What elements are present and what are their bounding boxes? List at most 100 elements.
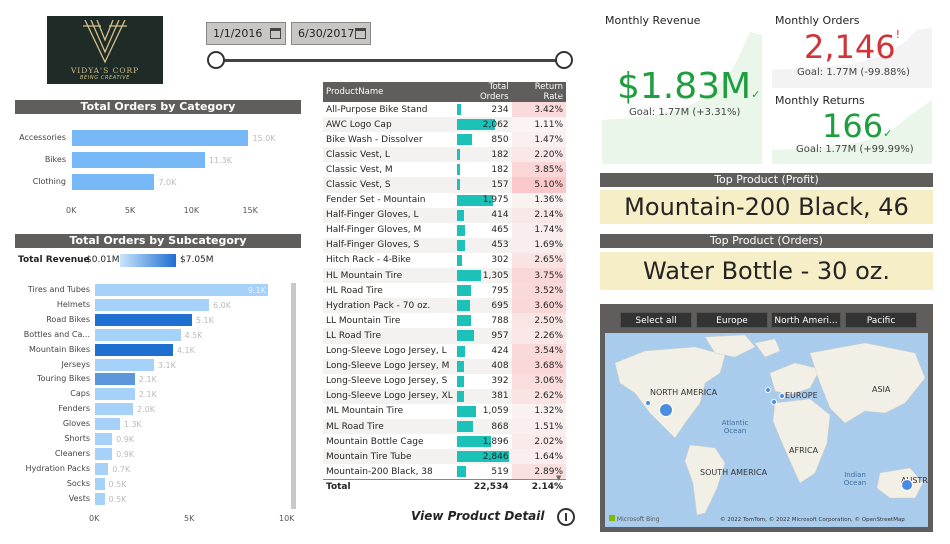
map-button-north-america[interactable]: North Ameri...	[771, 312, 841, 328]
subcategory-bar[interactable]	[95, 373, 135, 386]
subcategory-bar[interactable]	[95, 462, 109, 475]
returns-trend-area	[772, 100, 932, 164]
table-row[interactable]: Long-Sleeve Logo Jersey, XL 381 2.62%	[323, 388, 566, 404]
category-bar[interactable]	[72, 174, 155, 190]
date-range-slider[interactable]	[216, 59, 564, 62]
map-bubble-na-west[interactable]	[645, 400, 651, 406]
pause-icon[interactable]	[557, 508, 575, 526]
total-orders-cell: 850	[456, 132, 512, 147]
legend-max: $7.05M	[180, 255, 214, 265]
map-button-europe[interactable]: Europe	[696, 312, 768, 328]
subcategory-bar-value: 4.1K	[176, 345, 195, 355]
table-row[interactable]: Long-Sleeve Logo Jersey, S 392 3.06%	[323, 373, 566, 389]
map-bubble-north-america-large[interactable]	[659, 403, 673, 417]
subcategory-bar[interactable]	[95, 313, 192, 326]
subcategory-bar[interactable]	[95, 492, 105, 505]
table-row[interactable]: Half-Finger Gloves, S 453 1.69%	[323, 237, 566, 253]
subcategory-bar[interactable]	[95, 388, 135, 401]
scrollbar-thumb[interactable]	[291, 283, 296, 509]
subcategory-bar[interactable]	[95, 284, 268, 296]
table-row[interactable]: Fender Set - Mountain 1,975 1.36%	[323, 192, 566, 208]
col-product-name[interactable]: ProductName	[323, 82, 456, 102]
scroll-up-icon[interactable]: ▲	[556, 88, 562, 96]
col-total-orders[interactable]: Total Orders	[455, 82, 512, 102]
col-return-rate[interactable]: Return Rate	[511, 82, 566, 102]
end-date-input[interactable]: 6/30/2017	[291, 22, 371, 45]
map-label-europe: EUROPE	[785, 391, 818, 400]
subcategory-bar[interactable]	[95, 477, 105, 490]
table-scrollbar[interactable]: ▲ ▼	[556, 88, 562, 482]
total-orders-cell: 408	[455, 358, 512, 374]
product-table: ProductName Total Orders Return Rate All…	[323, 82, 566, 492]
map-bubble-australia[interactable]	[901, 479, 913, 491]
orders-databar	[456, 119, 495, 131]
table-row[interactable]: Long-Sleeve Logo Jersey, L 424 3.54%	[323, 343, 566, 359]
subcategory-bar[interactable]	[95, 328, 181, 341]
slider-start-handle[interactable]	[207, 51, 225, 69]
orders-value: 234	[491, 104, 509, 115]
kpi-returns-title: Monthly Returns	[775, 94, 865, 107]
orders-value: 868	[491, 421, 509, 432]
slider-end-handle[interactable]	[555, 51, 573, 69]
category-bar[interactable]	[72, 152, 205, 168]
table-row[interactable]: ML Road Tire 868 1.51%	[323, 418, 566, 435]
total-orders-cell: 453	[455, 237, 512, 253]
table-row[interactable]: Classic Vest, M 182 3.85%	[323, 162, 566, 178]
subcategory-bar[interactable]	[95, 358, 154, 371]
table-row[interactable]: Classic Vest, S 157 5.10%	[323, 177, 566, 193]
orders-value: 465	[491, 225, 509, 236]
return-rate-cell: 2.26%	[511, 328, 566, 344]
table-row[interactable]: Mountain-200 Black, 38 519 2.89%	[323, 464, 566, 480]
table-row[interactable]: LL Road Tire 957 2.26%	[323, 328, 566, 344]
calendar-icon[interactable]	[270, 28, 281, 39]
table-row[interactable]: Classic Vest, L 182 2.20%	[323, 147, 566, 163]
total-orders-cell: 957	[455, 328, 512, 344]
view-product-detail-link[interactable]: View Product Detail	[411, 509, 545, 523]
total-orders-cell: 1,059	[456, 404, 512, 419]
kpi-revenue-title: Monthly Revenue	[605, 14, 701, 27]
start-date-input[interactable]: 1/1/2016	[206, 22, 286, 45]
table-row[interactable]: Half-Finger Gloves, M 465 1.74%	[323, 222, 566, 238]
table-row[interactable]: Mountain Tire Tube 2,846 1.64%	[323, 449, 566, 465]
subcategory-bar[interactable]	[95, 343, 173, 356]
map-bubble-germany[interactable]	[779, 393, 785, 399]
table-row[interactable]: AWC Logo Cap 2,062 1.11%	[323, 117, 566, 133]
table-row[interactable]: HL Road Tire 795 3.52%	[323, 283, 566, 299]
world-map[interactable]: NORTH AMERICA EUROPE ASIA AFRICA SOUTH A…	[605, 333, 928, 527]
table-row[interactable]: Bike Wash - Dissolver 850 1.47%	[323, 132, 566, 148]
subcategory-bar[interactable]	[95, 298, 209, 311]
bing-logo: Microsoft Bing	[609, 515, 660, 523]
map-bubble-uk[interactable]	[765, 387, 771, 393]
map-button-pacific[interactable]: Pacific	[845, 312, 917, 328]
subcategory-bar[interactable]	[95, 403, 133, 416]
alert-icon: !	[895, 28, 901, 41]
subcategory-bar-value: 1.3K	[123, 420, 142, 430]
subcategory-bar[interactable]	[95, 447, 113, 460]
subcategory-bar-label: Cleaners	[54, 448, 90, 458]
chart-scrollbar[interactable]	[291, 283, 296, 509]
table-row[interactable]: ML Mountain Tire 1,059 1.32%	[323, 403, 566, 419]
category-bar-label: Accessories	[19, 133, 66, 142]
total-orders-cell: 465	[456, 223, 512, 238]
table-row[interactable]: Hydration Pack - 70 oz. 695 3.60%	[323, 298, 566, 314]
legend-gradient	[120, 254, 176, 267]
subcategory-bar[interactable]	[95, 418, 120, 431]
calendar-icon[interactable]	[355, 28, 366, 39]
table-row[interactable]: All-Purpose Bike Stand 234 3.42%	[323, 102, 566, 118]
category-axis-tick: 0K	[66, 206, 77, 215]
table-row[interactable]: HL Mountain Tire 1,305 3.75%	[323, 268, 566, 284]
map-button-select-all[interactable]: Select all	[620, 312, 692, 328]
table-row[interactable]: Long-Sleeve Logo Jersey, M 408 3.68%	[323, 358, 566, 374]
scroll-down-icon[interactable]: ▼	[556, 474, 562, 482]
table-row[interactable]: Half-Finger Gloves, L 414 2.14%	[323, 207, 566, 223]
total-orders-cell: 868	[455, 418, 512, 435]
subcategory-bar[interactable]	[95, 433, 113, 445]
map-bubble-france[interactable]	[771, 399, 777, 405]
product-name-cell: Bike Wash - Dissolver	[326, 134, 423, 145]
table-row[interactable]: Mountain Bottle Cage 1,896 2.02%	[323, 434, 566, 450]
table-row[interactable]: LL Mountain Tire 788 2.50%	[323, 313, 566, 329]
orders-value: 408	[491, 361, 509, 372]
table-row[interactable]: Hitch Rack - 4-Bike 302 2.65%	[323, 252, 566, 269]
total-orders-cell: 182	[455, 147, 512, 163]
category-bar[interactable]	[72, 130, 249, 146]
